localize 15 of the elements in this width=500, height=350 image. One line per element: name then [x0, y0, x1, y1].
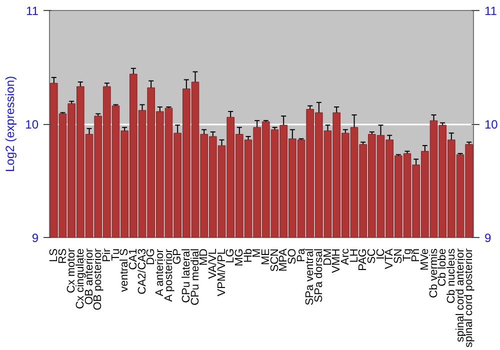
- x-tick-label: RS: [56, 248, 69, 264]
- y2-tick-label: 11: [484, 4, 498, 18]
- y-tick-label: 9: [32, 231, 39, 245]
- x-tick-label: SO: [286, 248, 298, 264]
- y-tick-label: 11: [26, 4, 39, 18]
- y-tick-label: 10: [25, 118, 39, 132]
- x-tick-label: SPa dorsal: [312, 248, 325, 302]
- x-tick-label: MVe: [418, 248, 431, 271]
- y2-tick-label: 9: [484, 231, 492, 245]
- y-axis-title: Log2 (expression): [3, 76, 18, 172]
- x-tick-label: Cb nucleus: [445, 248, 458, 304]
- x-tick-label: A posterior: [162, 248, 175, 302]
- x-tick-label: spinal cord posterior: [463, 248, 476, 348]
- y2-tick-label: 10: [484, 118, 498, 132]
- x-tick-label: Arc: [339, 248, 352, 265]
